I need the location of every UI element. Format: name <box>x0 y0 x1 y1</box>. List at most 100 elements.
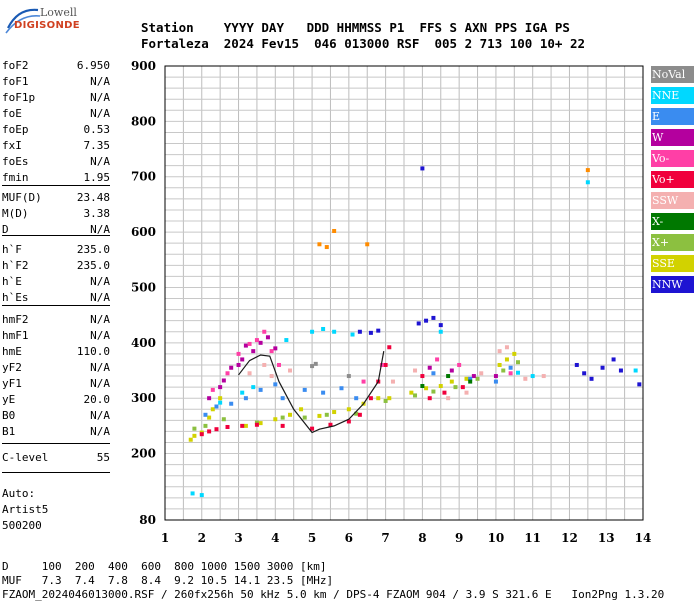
param-value: 1.95 <box>83 171 111 184</box>
echo-point <box>273 382 278 387</box>
param-label: foF2 <box>2 59 29 72</box>
echo-point <box>379 362 384 367</box>
echo-point <box>468 379 473 384</box>
param-value: N/A <box>90 107 110 120</box>
digisonde-logo <box>4 6 84 42</box>
echo-point <box>357 412 362 417</box>
autoscaling-info: Auto: Artist5 500200 <box>2 486 48 534</box>
echo-point <box>376 396 381 401</box>
echo-point <box>508 365 513 370</box>
echo-point <box>390 379 395 384</box>
echo-point <box>420 384 425 389</box>
param-separator <box>2 235 110 236</box>
echo-points <box>188 166 642 498</box>
echo-point <box>265 335 270 340</box>
echo-point <box>449 368 454 373</box>
echo-point <box>449 379 454 384</box>
echo-point <box>383 398 388 403</box>
param-row: fxI 7.35 <box>2 138 110 154</box>
param-label: MUF(D) <box>2 191 42 204</box>
y-tick-label: 600 <box>131 225 156 239</box>
param-value: 235.0 <box>76 243 110 256</box>
echo-point <box>416 321 421 326</box>
param-separator <box>2 472 110 473</box>
trace-line <box>238 351 385 434</box>
echo-point <box>589 376 594 381</box>
echo-point <box>243 343 248 348</box>
param-value: N/A <box>90 313 110 326</box>
x-tick-label: 5 <box>308 531 316 545</box>
echo-point <box>273 417 278 422</box>
echo-point <box>218 400 223 405</box>
echo-point <box>262 329 267 334</box>
tick-labels: 1 2 3 4 5 6 7 8 9 10 11 12 13 14802003004005006007008… <box>131 59 651 545</box>
echo-point <box>497 349 502 354</box>
echo-point <box>453 385 458 390</box>
legend-item: X- <box>651 213 694 230</box>
param-value: 23.48 <box>76 191 110 204</box>
echo-point <box>190 491 195 496</box>
echo-point <box>413 368 418 373</box>
echo-point <box>199 432 204 437</box>
echo-point <box>424 318 429 323</box>
param-row: MUF(D) 23.48 <box>2 190 110 206</box>
echo-point <box>251 385 256 390</box>
echo-point <box>258 340 263 345</box>
legend-item: SSE <box>651 255 694 272</box>
echo-point <box>368 396 373 401</box>
auto-version: 500200 <box>2 519 42 532</box>
echo-point <box>523 376 528 381</box>
param-value: N/A <box>90 75 110 88</box>
echo-point <box>210 387 215 392</box>
echo-point <box>218 396 223 401</box>
echo-point <box>413 393 418 398</box>
param-label: M(D) <box>2 207 29 220</box>
param-value: 6.950 <box>76 59 110 72</box>
echo-point <box>262 362 267 367</box>
param-row: h`F 235.0 <box>2 242 110 258</box>
echo-point <box>210 407 215 412</box>
echo-point <box>457 362 462 367</box>
echo-point <box>280 415 285 420</box>
echo-point <box>321 390 326 395</box>
echo-point <box>479 371 484 376</box>
echo-point <box>409 390 414 395</box>
y-tick-label: 700 <box>131 170 156 184</box>
echo-point <box>317 242 322 247</box>
echo-point <box>637 382 642 387</box>
echo-point <box>387 396 392 401</box>
param-label: h`F <box>2 243 22 256</box>
echo-point <box>302 387 307 392</box>
echo-point <box>332 228 337 233</box>
echo-point <box>435 357 440 362</box>
echo-point <box>504 345 509 350</box>
param-value: N/A <box>90 275 110 288</box>
echo-point <box>288 412 293 417</box>
echo-point <box>530 374 535 379</box>
echo-point <box>328 422 333 427</box>
echo-point <box>582 371 587 376</box>
echo-point <box>442 390 447 395</box>
x-tick-label: 2 <box>198 531 206 545</box>
echo-point <box>427 365 432 370</box>
logo-text-lowell: Lowell <box>40 6 77 19</box>
echo-point <box>247 341 252 346</box>
param-label: foEp <box>2 123 29 136</box>
echo-point <box>515 360 520 365</box>
x-tick-label: 14 <box>635 531 652 545</box>
param-row: fmin 1.95 <box>2 170 110 186</box>
echo-point <box>339 386 344 391</box>
echo-point <box>346 419 351 424</box>
echo-point <box>321 326 326 331</box>
auto-software: Artist5 <box>2 503 49 516</box>
echo-point <box>376 328 381 333</box>
plot-frame <box>164 65 644 521</box>
param-value: 235.0 <box>76 259 110 272</box>
echo-point <box>269 349 274 354</box>
echo-point <box>361 379 366 384</box>
echo-point <box>225 371 230 376</box>
x-tick-label: 3 <box>234 531 242 545</box>
param-row: foE N/A <box>2 106 110 122</box>
x-tick-label: 11 <box>524 531 541 545</box>
echo-point <box>221 417 226 422</box>
